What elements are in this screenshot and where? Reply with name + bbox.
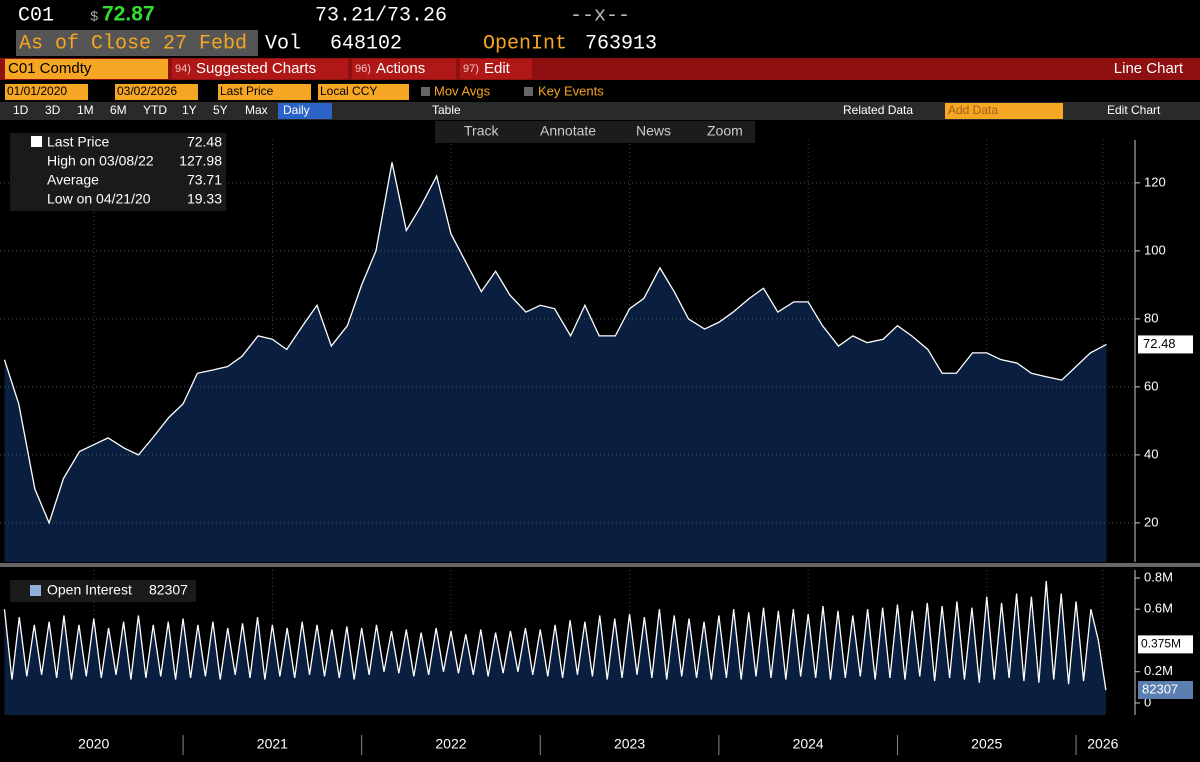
last-oi: 82307 xyxy=(1142,681,1178,696)
y-tick-label: 20 xyxy=(1144,514,1158,529)
area xyxy=(4,162,1107,563)
x-tick-label: 2020 xyxy=(78,736,109,752)
chart-tool[interactable]: Annotate xyxy=(540,123,596,139)
menu-item-bg[interactable] xyxy=(352,59,456,79)
add-data[interactable]: Add Data xyxy=(948,103,998,117)
y-tick-label: 0.8M xyxy=(1144,569,1173,584)
vol-label: Vol xyxy=(265,32,301,55)
y-tick-label: 0.6M xyxy=(1144,601,1173,616)
chart-tool[interactable]: News xyxy=(636,123,671,139)
frequency[interactable]: Daily xyxy=(283,103,310,117)
currency-setting[interactable]: Local CCY xyxy=(320,84,377,98)
period-button[interactable]: 5Y xyxy=(213,103,228,117)
stat-value: 127.98 xyxy=(179,153,222,169)
period-button[interactable]: 6M xyxy=(110,103,127,117)
x-tick-label: 2026 xyxy=(1087,736,1118,752)
chart-kind: Line Chart xyxy=(1114,60,1184,77)
stat-label: High on 03/08/22 xyxy=(47,153,154,169)
stat-value: 73.71 xyxy=(187,172,222,188)
add-data-box[interactable] xyxy=(945,103,1063,119)
chart-tools xyxy=(435,121,755,143)
last-oi-box xyxy=(1138,681,1193,699)
edit-chart[interactable]: Edit Chart xyxy=(1107,103,1161,117)
menu-item-number[interactable]: 94) xyxy=(175,63,191,75)
legend-box xyxy=(10,580,196,602)
legend-swatch xyxy=(30,585,41,596)
end-box[interactable] xyxy=(115,84,198,100)
stat-label: Average xyxy=(47,172,99,188)
chart-tool[interactable]: Zoom xyxy=(707,123,743,139)
change: --x-- xyxy=(570,4,630,27)
vol: 648102 xyxy=(330,32,402,55)
as-of-box xyxy=(16,30,258,56)
area xyxy=(4,581,1106,715)
stat-label: Low on 04/21/20 xyxy=(47,191,151,207)
open-int-label: OpenInt xyxy=(483,32,567,55)
period-button[interactable]: YTD xyxy=(143,103,167,117)
x-tick-label: 2024 xyxy=(793,736,824,752)
key-events[interactable]: Key Events xyxy=(538,83,604,98)
pane-separator xyxy=(0,563,1200,567)
checkbox[interactable] xyxy=(524,87,533,96)
field[interactable]: Last Price xyxy=(220,84,274,98)
mov-avgs[interactable]: Mov Avgs xyxy=(434,83,491,98)
menu-item-bg[interactable] xyxy=(460,59,532,79)
frequency-box[interactable] xyxy=(278,103,332,119)
stats-swatch xyxy=(31,136,42,147)
menu-item-number[interactable]: 97) xyxy=(463,63,479,75)
marker-box xyxy=(1138,635,1193,654)
currency: $ xyxy=(90,10,98,26)
as-of: As of Close 27 Febd xyxy=(19,32,247,55)
y-tick-label: 80 xyxy=(1144,310,1158,325)
last-value-box xyxy=(1138,335,1193,354)
y-tick-label: 60 xyxy=(1144,378,1158,393)
open-int: 763913 xyxy=(585,32,657,55)
x-tick-label: 2023 xyxy=(614,736,645,752)
period-button[interactable]: 1D xyxy=(13,103,29,117)
legend-label: Open Interest xyxy=(47,582,132,598)
checkbox[interactable] xyxy=(421,87,430,96)
table[interactable]: Table xyxy=(432,103,461,117)
y-tick-label: 120 xyxy=(1144,174,1166,189)
last-value: 72.48 xyxy=(1143,336,1176,351)
menu-item[interactable]: Edit xyxy=(484,60,511,77)
x-tick-label: 2021 xyxy=(257,736,288,752)
period-button[interactable]: 1Y xyxy=(182,103,197,117)
stat-value: 19.33 xyxy=(187,191,222,207)
currency-box[interactable] xyxy=(318,84,409,100)
price: 72.87 xyxy=(102,3,155,26)
start-date[interactable]: 01/01/2020 xyxy=(7,84,67,98)
start-box[interactable] xyxy=(5,84,88,100)
related-data[interactable]: Related Data xyxy=(843,103,913,117)
menu-item[interactable]: Suggested Charts xyxy=(196,60,316,77)
y-tick-label: 40 xyxy=(1144,446,1158,461)
security-box[interactable] xyxy=(5,59,168,79)
stat-value: 72.48 xyxy=(187,134,222,150)
y-tick-label: 100 xyxy=(1144,242,1166,257)
menu-item[interactable]: Actions xyxy=(376,60,425,77)
menu-item-bg[interactable] xyxy=(172,59,348,79)
period-button[interactable]: 1M xyxy=(77,103,94,117)
chart-tool[interactable]: Track xyxy=(464,123,499,139)
period-button[interactable]: 3D xyxy=(45,103,61,117)
security[interactable]: C01 Comdty xyxy=(8,60,92,77)
stat-label: Last Price xyxy=(47,134,109,150)
stats-box xyxy=(10,133,226,211)
line xyxy=(3,581,1107,691)
x-tick-label: 2025 xyxy=(971,736,1002,752)
field-box[interactable] xyxy=(218,84,311,100)
ticker: C01 xyxy=(18,4,54,27)
bid-ask: 73.21/73.26 xyxy=(315,4,447,27)
legend-value: 82307 xyxy=(149,582,188,598)
y-tick-label: 0.2M xyxy=(1144,663,1173,678)
menu-item-number[interactable]: 96) xyxy=(355,63,371,75)
end-date[interactable]: 03/02/2026 xyxy=(117,84,177,98)
marker-label: 0.375M xyxy=(1141,637,1181,651)
x-tick-label: 2022 xyxy=(435,736,466,752)
period-button[interactable]: Max xyxy=(245,103,268,117)
line xyxy=(3,162,1107,525)
y-tick-label: 0 xyxy=(1144,694,1151,709)
